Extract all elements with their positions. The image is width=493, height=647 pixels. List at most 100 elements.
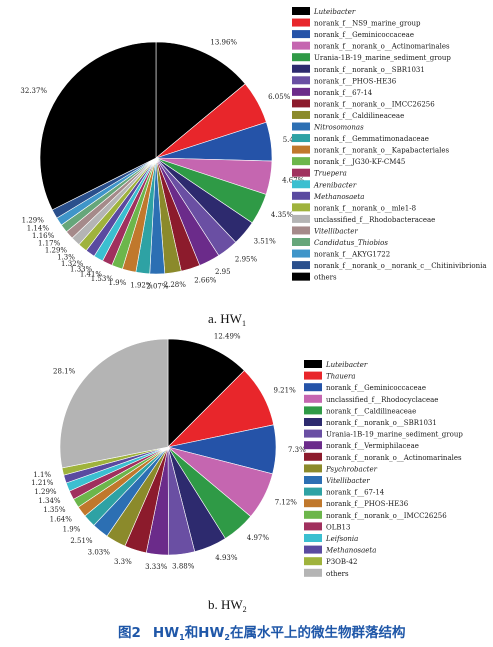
slice-percent-label: 32.37% bbox=[20, 87, 47, 95]
legend-swatch bbox=[292, 76, 310, 85]
legend-swatch bbox=[304, 418, 322, 426]
slice-percent-label: 3.3% bbox=[114, 558, 132, 566]
slice-percent-label: 1.9% bbox=[109, 279, 127, 287]
legend-swatch bbox=[292, 110, 310, 119]
pie-slice bbox=[39, 41, 157, 211]
legend-label: norank_f__AKYG1722 bbox=[314, 251, 390, 259]
slice-percent-label: 1.64% bbox=[50, 515, 73, 523]
slice-percent-label: 3.88% bbox=[172, 563, 195, 571]
slice-percent-label: 3.33% bbox=[145, 563, 168, 571]
legend-swatch bbox=[292, 99, 310, 108]
slice-percent-label: 1.34% bbox=[38, 497, 61, 505]
slice-percent-label: 4.97% bbox=[247, 534, 270, 542]
legend-swatch bbox=[304, 487, 322, 496]
legend-label: Luteibacter bbox=[325, 361, 368, 369]
pie-chart-hw2: 12.49% 9.21% 7.3% 7.12% 4.97% 4.93% 3.88% 3.33%… bbox=[31, 333, 306, 571]
slice-percent-label: 1.16% bbox=[32, 232, 55, 240]
slice-percent-label: 7.3% bbox=[288, 446, 306, 454]
legend-swatch bbox=[304, 499, 322, 508]
slice-percent-label: 9.21% bbox=[274, 386, 297, 394]
legend-swatch bbox=[292, 122, 310, 131]
legend-label: norank_f__norank_o__Actinomarinales bbox=[314, 43, 450, 51]
legend-swatch bbox=[304, 545, 322, 554]
slice-percent-label: 3.03% bbox=[88, 549, 111, 557]
legend-label: norank_f__Gemmatimonadaceae bbox=[314, 135, 429, 143]
legend-swatch bbox=[292, 145, 310, 154]
legend-swatch bbox=[292, 168, 310, 177]
legend-label: Arenibacter bbox=[313, 181, 357, 189]
legend-label: Candidatus_Thiobios bbox=[314, 239, 388, 247]
panel-label-hw2: b. HW2 bbox=[208, 597, 247, 614]
slice-percent-label: 13.96% bbox=[210, 39, 237, 47]
legend-label: Methanosaeta bbox=[313, 193, 364, 201]
legend-swatch bbox=[292, 261, 310, 270]
slice-percent-label: 1.3% bbox=[57, 254, 75, 262]
legend-swatch bbox=[304, 360, 322, 368]
legend-label: Nitrosomonas bbox=[313, 124, 364, 132]
legend-label: norank_f__Caldilineaceae bbox=[314, 112, 404, 120]
legend-label: Thauera bbox=[326, 373, 356, 381]
slice-percent-label: 4.35% bbox=[271, 211, 294, 219]
figure-caption: 图2 HW1和HW2在属水平上的微生物群落结构 bbox=[118, 624, 405, 642]
legend-swatch bbox=[304, 441, 322, 450]
slice-percent-label: 1.41% bbox=[80, 271, 103, 279]
legend-label: norank_f__norank_o__IMCC26256 bbox=[326, 512, 447, 520]
slice-percent-label: 1.17% bbox=[38, 240, 61, 248]
slice-percent-label: 2.95 bbox=[215, 268, 231, 276]
legend-label: norank_f__Geminicoccaceae bbox=[326, 384, 426, 392]
legend-swatch bbox=[292, 191, 310, 200]
legend-swatch bbox=[292, 41, 310, 50]
legend-label: Vitellibacter bbox=[314, 227, 358, 235]
slice-percent-label: 1.1% bbox=[33, 471, 51, 479]
legend-swatch bbox=[292, 64, 310, 73]
slice-percent-label: 1.33% bbox=[70, 266, 93, 274]
legend-label: norank_f__Geminicoccaceae bbox=[314, 31, 414, 39]
legend-swatch bbox=[292, 249, 310, 258]
slice-percent-label: 2.28% bbox=[164, 281, 187, 289]
legend-swatch bbox=[292, 134, 310, 143]
legend-swatch bbox=[292, 180, 310, 189]
slice-percent-label: 1.92% bbox=[130, 282, 153, 290]
legend-swatch bbox=[292, 18, 310, 27]
slice-percent-label: 7.12% bbox=[275, 498, 298, 506]
legend-hw2: Luteibacter Thauera norank_f__Geminicoccac… bbox=[304, 360, 463, 578]
legend-label: norank_f__norank_o__norank_c__Chitinivib… bbox=[314, 262, 487, 270]
legend-swatch bbox=[304, 394, 322, 403]
legend-label: Psychrobacter bbox=[325, 465, 378, 473]
legend-label: OLB13 bbox=[326, 523, 350, 531]
legend-label: norank_f__67-14 bbox=[314, 89, 373, 97]
legend-swatch bbox=[292, 272, 310, 281]
legend-swatch bbox=[292, 214, 310, 223]
legend-label: norank_f__norank_o__SBR1031 bbox=[326, 419, 437, 427]
legend-label: Leifsonia bbox=[325, 535, 358, 543]
legend-label: norank_f__Vermiphilaceae bbox=[326, 442, 419, 450]
legend-swatch bbox=[292, 30, 310, 39]
legend-label: Luteibacter bbox=[313, 8, 356, 16]
slice-percent-label: 2.07% bbox=[146, 283, 169, 291]
legend-label: norank_f__JG30-KF-CM45 bbox=[314, 158, 405, 166]
slice-percent-label: 28.1% bbox=[53, 367, 76, 375]
slice-percent-label: 1.29% bbox=[22, 216, 45, 224]
slice-percent-label: 1.35% bbox=[43, 506, 66, 514]
slice-percent-label: 3.51% bbox=[254, 237, 277, 245]
legend-label: norank_f__67-14 bbox=[326, 489, 385, 497]
legend-label: norank_f__PHOS-HE36 bbox=[326, 500, 409, 508]
slice-percent-label: 6.05% bbox=[268, 93, 291, 101]
legend-label: Urania-1B-19_marine_sediment_group bbox=[314, 54, 451, 62]
slice-percent-label: 1.29% bbox=[34, 488, 57, 496]
legend-swatch bbox=[304, 522, 322, 531]
legend-swatch bbox=[292, 157, 310, 166]
legend-label: norank_f__norank_o__SBR1031 bbox=[314, 66, 425, 74]
legend-hw1: Luteibacter norank_f__NS9_marine_groupnor… bbox=[292, 7, 487, 282]
legend-swatch bbox=[292, 53, 310, 62]
slice-percent-label: 1.9% bbox=[63, 526, 81, 534]
legend-swatch bbox=[292, 226, 310, 235]
slice-percent-label: 1.14% bbox=[27, 225, 50, 233]
legend-swatch bbox=[304, 406, 322, 415]
slice-percent-label: 1.29% bbox=[45, 247, 68, 255]
legend-label: norank_f__Caldilineaceae bbox=[326, 407, 416, 415]
slice-percent-label: 4.93% bbox=[215, 554, 238, 562]
legend-label: norank_f__norank_o__Actinomarinales bbox=[326, 454, 462, 462]
legend-swatch bbox=[304, 568, 322, 577]
legend-swatch bbox=[304, 510, 322, 519]
